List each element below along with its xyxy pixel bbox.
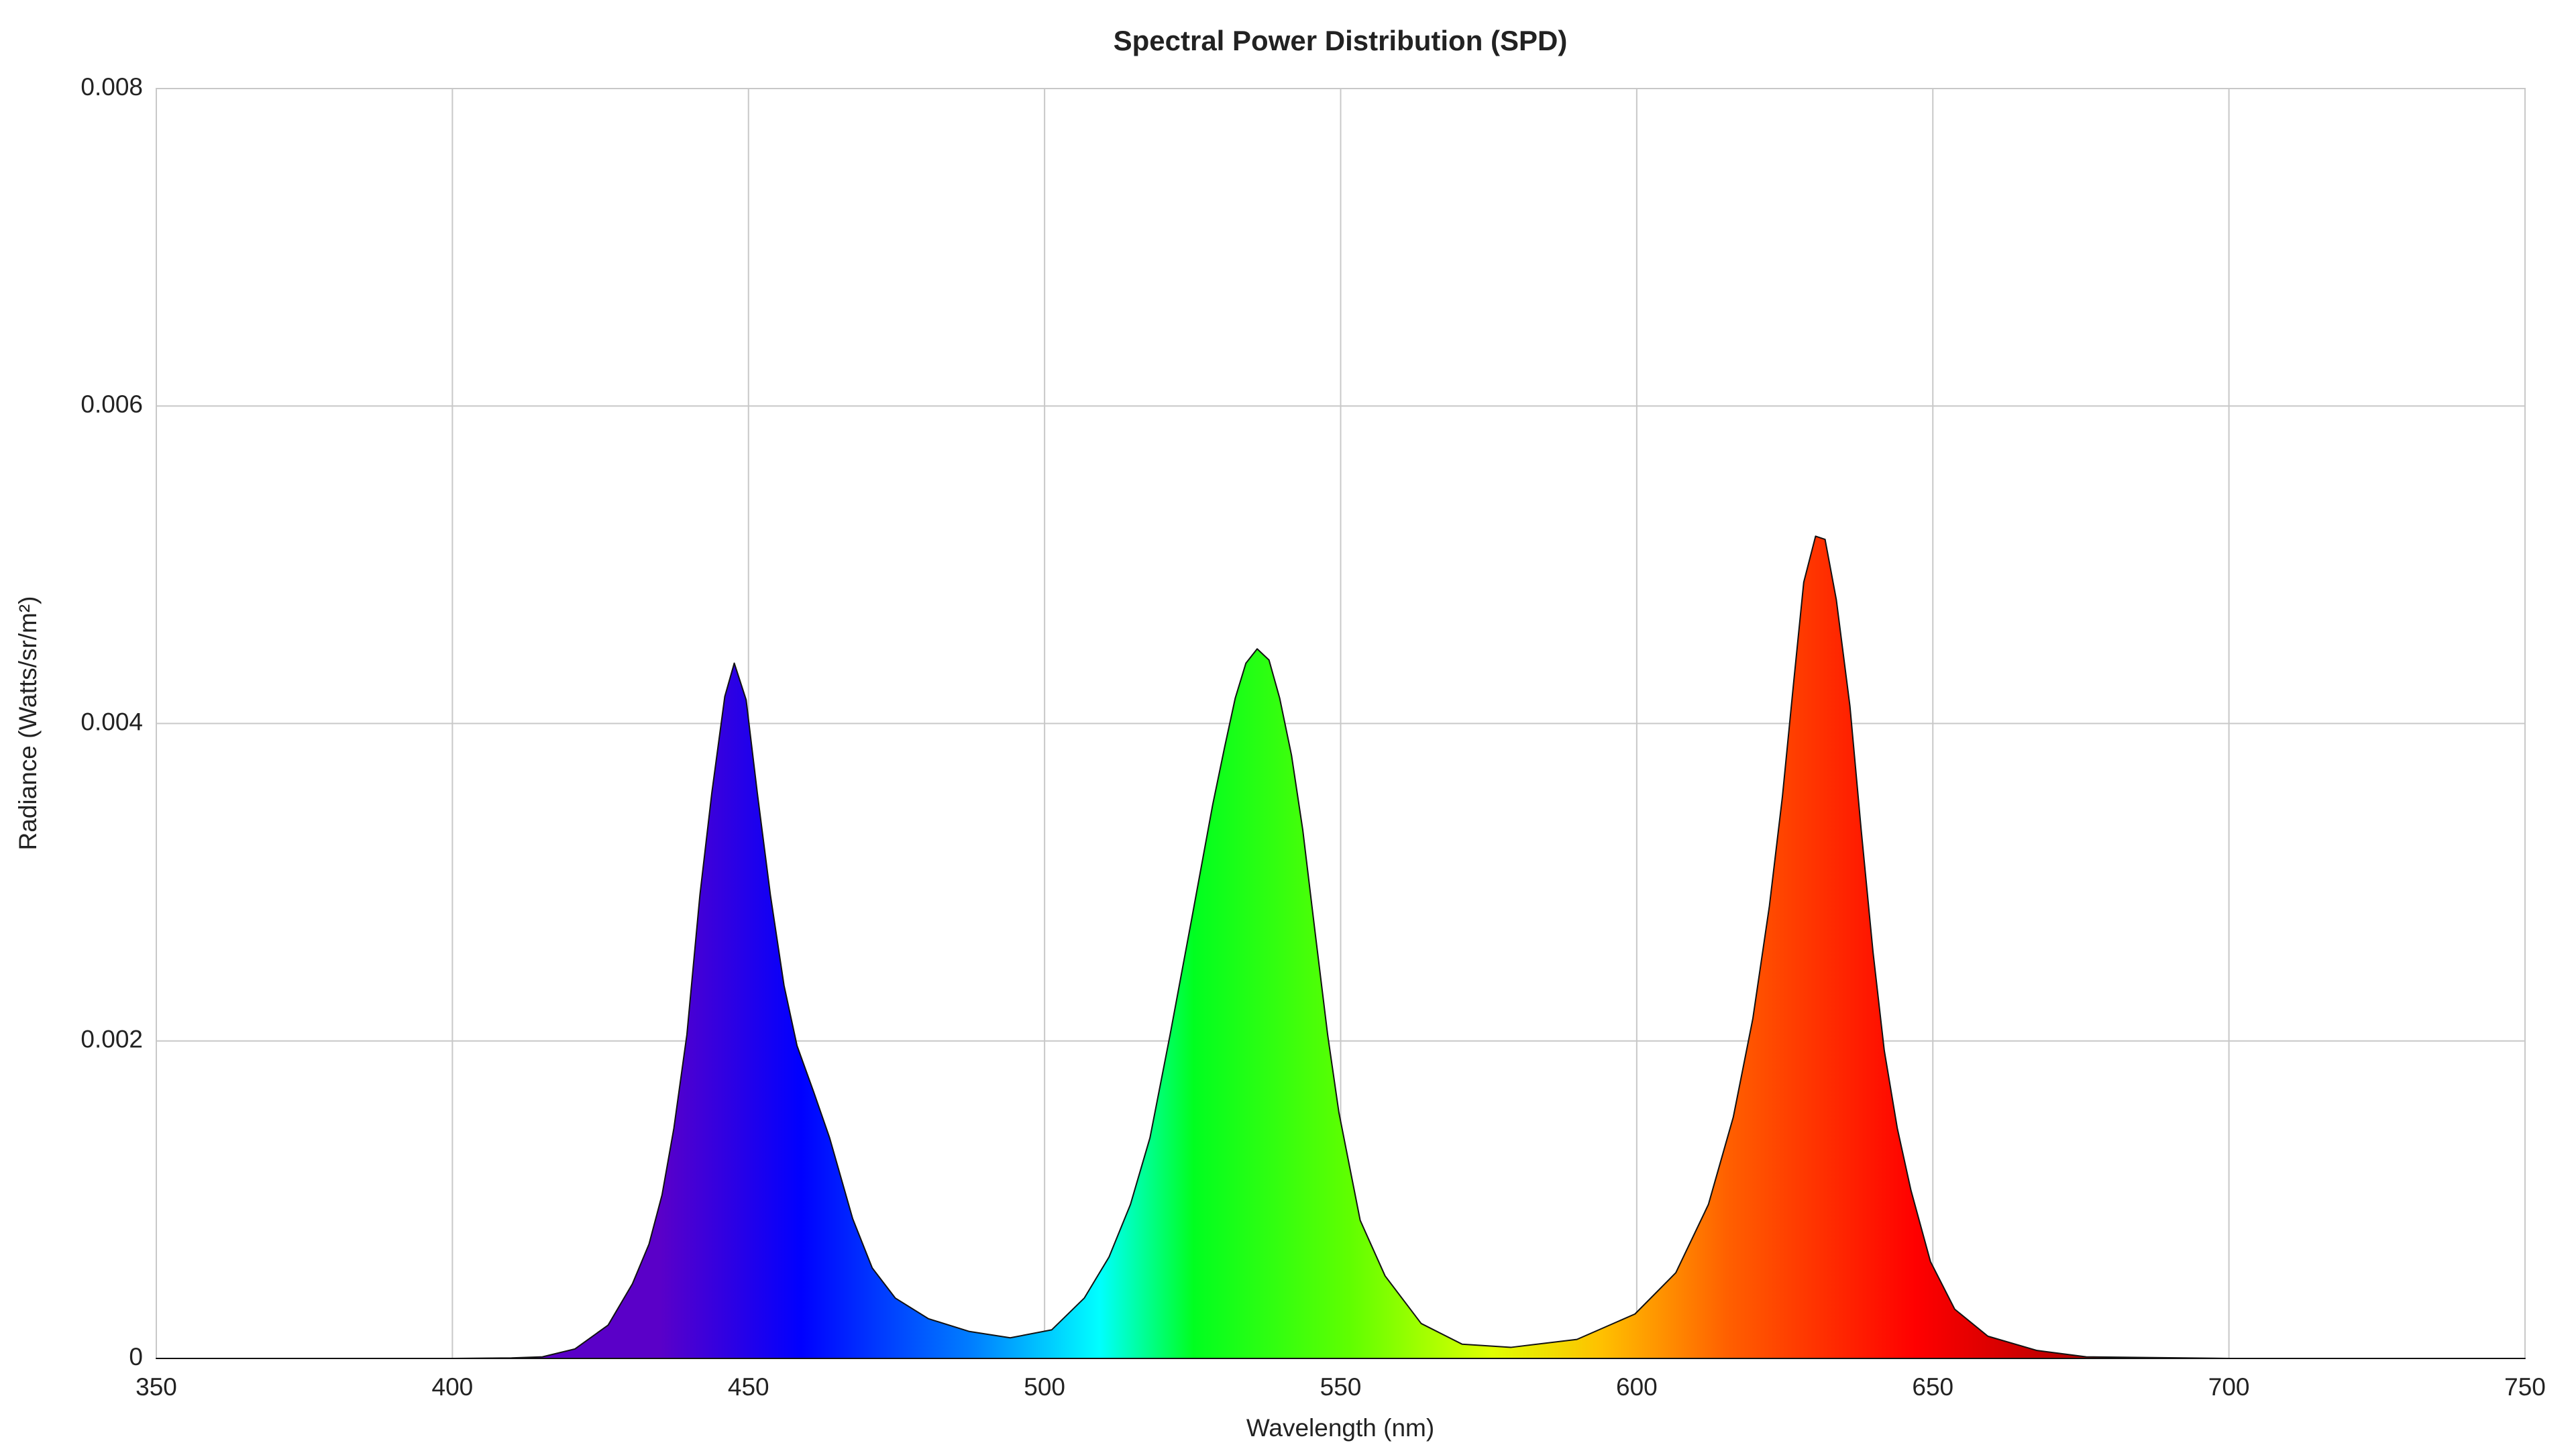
x-tick-label: 550: [1320, 1373, 1362, 1401]
y-axis-label: Radiance (Watts/sr/m²): [14, 596, 42, 851]
x-tick-label: 750: [2504, 1373, 2546, 1401]
x-tick-label: 500: [1024, 1373, 1065, 1401]
y-tick-label: 0: [129, 1343, 143, 1371]
spectrum-area: [156, 535, 2526, 1359]
x-tick-label: 400: [432, 1373, 474, 1401]
x-tick-label: 450: [728, 1373, 769, 1401]
x-axis-label: Wavelength (nm): [1246, 1414, 1434, 1442]
x-tick-label: 700: [2208, 1373, 2250, 1401]
x-tick-label: 650: [1912, 1373, 1953, 1401]
x-tick-label: 350: [136, 1373, 177, 1401]
x-tick-label: 600: [1616, 1373, 1658, 1401]
chart-title: Spectral Power Distribution (SPD): [1114, 25, 1568, 56]
y-tick-label: 0.008: [80, 73, 143, 101]
y-tick-label: 0.004: [80, 708, 143, 735]
y-tick-label: 0.006: [80, 390, 143, 418]
y-tick-label: 0.002: [80, 1026, 143, 1053]
